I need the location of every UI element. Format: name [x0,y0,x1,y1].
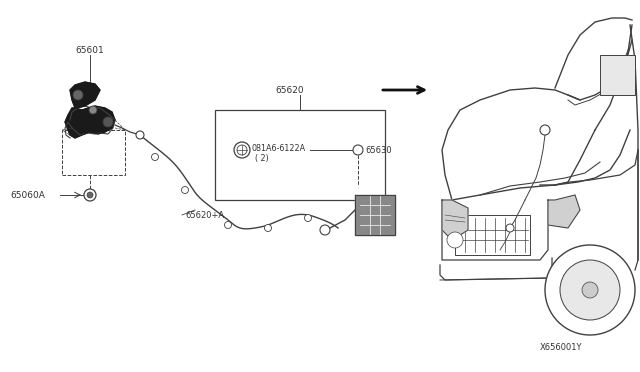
Circle shape [73,90,83,100]
Polygon shape [548,195,580,228]
Text: 65601: 65601 [75,45,104,55]
Circle shape [87,192,93,198]
Circle shape [89,106,97,114]
Polygon shape [70,82,100,108]
Circle shape [152,154,159,160]
Text: 65060A: 65060A [10,190,45,199]
Circle shape [540,125,550,135]
Bar [62,130,125,175]
Polygon shape [355,195,395,235]
Circle shape [506,224,514,232]
Text: 65630: 65630 [365,145,392,154]
Circle shape [182,186,189,193]
Circle shape [353,145,363,155]
Circle shape [582,282,598,298]
Circle shape [305,215,312,221]
Circle shape [84,189,96,201]
Circle shape [560,260,620,320]
Text: 081A6-6122A: 081A6-6122A [252,144,306,153]
Circle shape [545,245,635,335]
Circle shape [264,224,271,231]
Circle shape [225,221,232,228]
Text: 65620+A: 65620+A [185,211,224,219]
Circle shape [136,131,144,139]
Circle shape [320,225,330,235]
Polygon shape [442,200,468,240]
Text: X656001Y: X656001Y [540,343,582,353]
Circle shape [447,232,463,248]
Circle shape [103,117,113,127]
Bar [215,110,385,200]
Circle shape [234,142,250,158]
Text: ( 2): ( 2) [255,154,269,163]
Circle shape [237,145,247,155]
Text: 65620: 65620 [275,86,303,94]
Polygon shape [65,106,115,138]
Bar [600,55,635,95]
